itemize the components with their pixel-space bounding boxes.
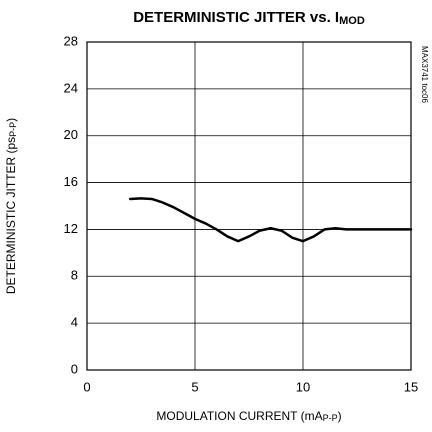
y-label-text: DETERMINISTIC JITTER (ps — [4, 137, 18, 294]
x-label-text: MODULATION CURRENT (mA — [156, 409, 322, 423]
x-tick-label: 15 — [404, 379, 418, 394]
y-label-suffix: ) — [4, 118, 18, 122]
data-line — [128, 197, 413, 243]
y-axis-label: DETERMINISTIC JITTER (psP-P) — [4, 118, 18, 294]
title-subscript: MOD — [339, 15, 365, 27]
x-tick-label: 10 — [296, 379, 310, 394]
y-tick-label: 24 — [64, 80, 78, 95]
title-text: DETERMINISTIC JITTER vs. I — [133, 9, 339, 26]
x-tick-label: 5 — [191, 379, 198, 394]
x-label-subscript: P-P — [323, 413, 338, 423]
x-tick-label: 0 — [83, 379, 90, 394]
x-label-suffix: ) — [338, 409, 342, 423]
chart-title: DETERMINISTIC JITTER vs. IMOD — [133, 9, 365, 27]
y-tick-label: 12 — [64, 221, 78, 236]
x-axis-label: MODULATION CURRENT (mAP-P) — [156, 409, 341, 423]
annotation: MAX3741 toc06 — [420, 46, 429, 103]
y-tick-label: 4 — [71, 315, 78, 330]
y-tick-label: 20 — [64, 127, 78, 142]
y-label-subscript: P-P — [8, 122, 18, 137]
y-tick-label: 16 — [64, 174, 78, 189]
y-tick-label: 8 — [71, 268, 78, 283]
plot-frame — [86, 41, 412, 371]
y-tick-label: 28 — [64, 33, 78, 48]
y-tick-label: 0 — [71, 361, 78, 376]
